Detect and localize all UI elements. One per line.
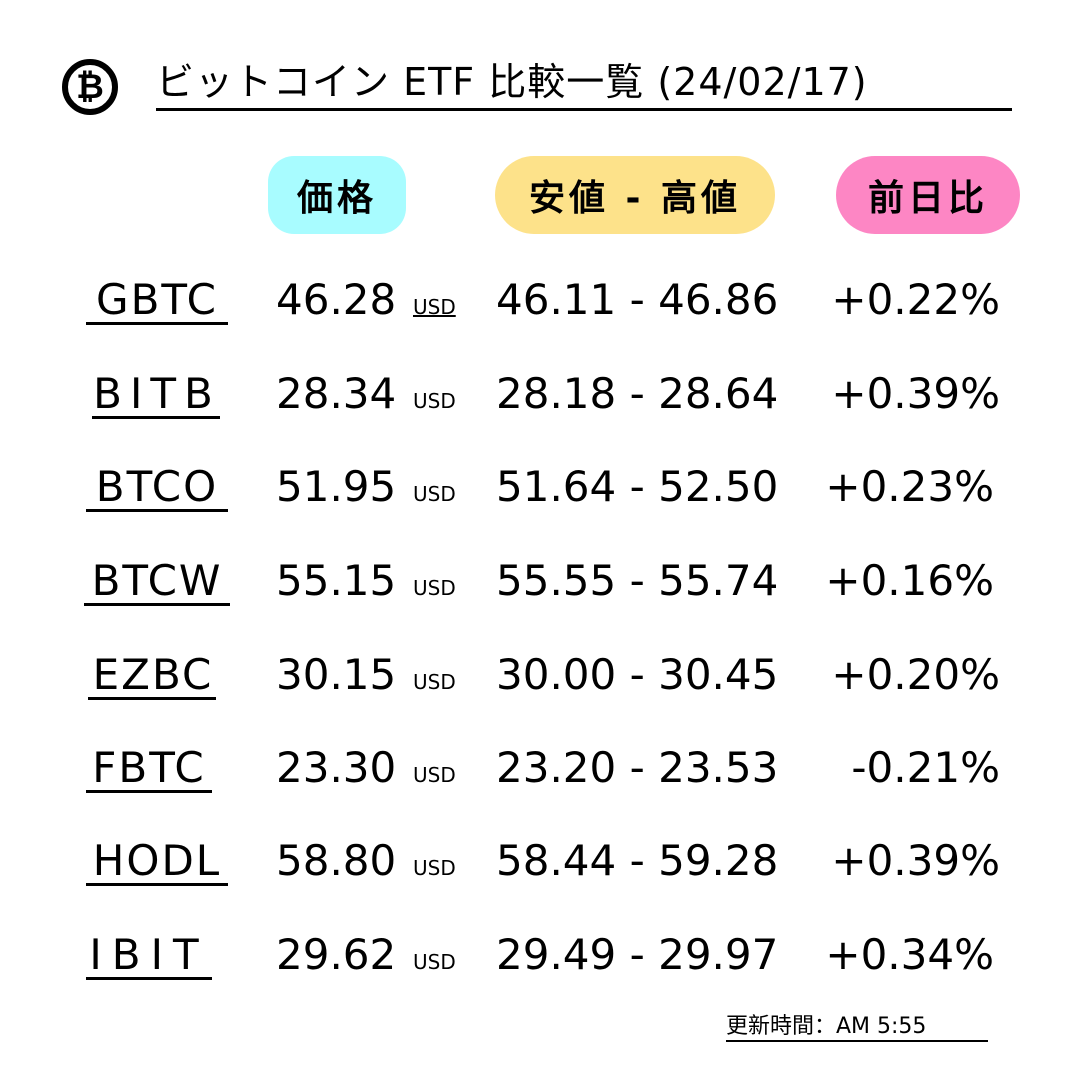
ticker-underline [92, 416, 220, 419]
column-header-range: 安値 - 高値 [495, 156, 775, 234]
currency-unit: USD [413, 389, 456, 413]
ticker-link[interactable]: BTCO [95, 462, 219, 511]
change-value: +0.20% [831, 650, 1000, 699]
table-row: BTCW 55.15 USD 55.55 - 55.74 +0.16% [0, 553, 1080, 613]
price-value: 55.15 [276, 556, 397, 605]
ticker-link[interactable]: FBTC [92, 743, 206, 792]
range-value: 58.44 - 59.28 [496, 836, 779, 885]
title-underline [156, 108, 1012, 111]
change-value: +0.34% [825, 930, 994, 979]
ticker-link[interactable]: HODL [92, 836, 222, 885]
page-title: ビットコイン ETF 比較一覧 (24/02/17) [156, 60, 868, 104]
currency-unit: USD [413, 670, 456, 694]
column-header-change-label: 前日比 [867, 178, 988, 219]
range-value: 46.11 - 46.86 [496, 275, 779, 324]
range-value: 23.20 - 23.53 [496, 743, 779, 792]
table-row: GBTC 46.28 USD 46.11 - 46.86 +0.22% [0, 272, 1080, 332]
table-row: BITB 28.34 USD 28.18 - 28.64 +0.39% [0, 366, 1080, 426]
price-value: 29.62 [276, 930, 397, 979]
table-row: IBIT 29.62 USD 29.49 - 29.97 +0.34% [0, 927, 1080, 987]
ticker-link[interactable]: EZBC [92, 650, 214, 699]
ticker-underline [86, 790, 212, 793]
range-value: 28.18 - 28.64 [496, 369, 779, 418]
range-value: 30.00 - 30.45 [496, 650, 779, 699]
change-value: +0.39% [831, 369, 1000, 418]
bitcoin-icon: ₿ [62, 59, 118, 115]
ticker-underline [86, 883, 228, 886]
column-header-change: 前日比 [836, 156, 1020, 234]
ticker-link[interactable]: IBIT [89, 930, 209, 979]
column-header-range-label: 安値 - 高値 [528, 178, 741, 219]
updated-time: 更新時間：AM 5:55 [726, 1014, 927, 1039]
ticker-link[interactable]: GBTC [96, 275, 218, 324]
currency-unit: USD [413, 295, 456, 319]
ticker-underline [86, 509, 228, 512]
price-value: 28.34 [276, 369, 397, 418]
column-header-price-label: 価格 [296, 178, 377, 219]
currency-unit: USD [413, 576, 456, 600]
change-value: -0.21% [851, 743, 1000, 792]
price-value: 46.28 [276, 275, 397, 324]
change-value: +0.23% [825, 462, 994, 511]
price-value: 58.80 [276, 836, 397, 885]
table-row: HODL 58.80 USD 58.44 - 59.28 +0.39% [0, 833, 1080, 893]
currency-unit: USD [413, 950, 456, 974]
ticker-underline [84, 603, 230, 606]
range-value: 51.64 - 52.50 [496, 462, 779, 511]
ticker-link[interactable]: BITB [93, 369, 221, 418]
change-value: +0.22% [831, 275, 1000, 324]
footer-underline [726, 1040, 988, 1042]
table-row: BTCO 51.95 USD 51.64 - 52.50 +0.23% [0, 459, 1080, 519]
change-value: +0.39% [831, 836, 1000, 885]
currency-unit: USD [413, 482, 456, 506]
currency-unit: USD [413, 763, 456, 787]
table-row: FBTC 23.30 USD 23.20 - 23.53 -0.21% [0, 740, 1080, 800]
ticker-underline [86, 977, 212, 980]
price-value: 23.30 [276, 743, 397, 792]
price-value: 30.15 [276, 650, 397, 699]
currency-unit: USD [413, 856, 456, 880]
table-row: EZBC 30.15 USD 30.00 - 30.45 +0.20% [0, 647, 1080, 707]
ticker-underline [88, 697, 216, 700]
price-value: 51.95 [276, 462, 397, 511]
range-value: 55.55 - 55.74 [496, 556, 779, 605]
column-header-price: 価格 [268, 156, 406, 234]
ticker-link[interactable]: BTCW [91, 556, 223, 605]
change-value: +0.16% [825, 556, 994, 605]
range-value: 29.49 - 29.97 [496, 930, 779, 979]
ticker-underline [86, 322, 228, 325]
